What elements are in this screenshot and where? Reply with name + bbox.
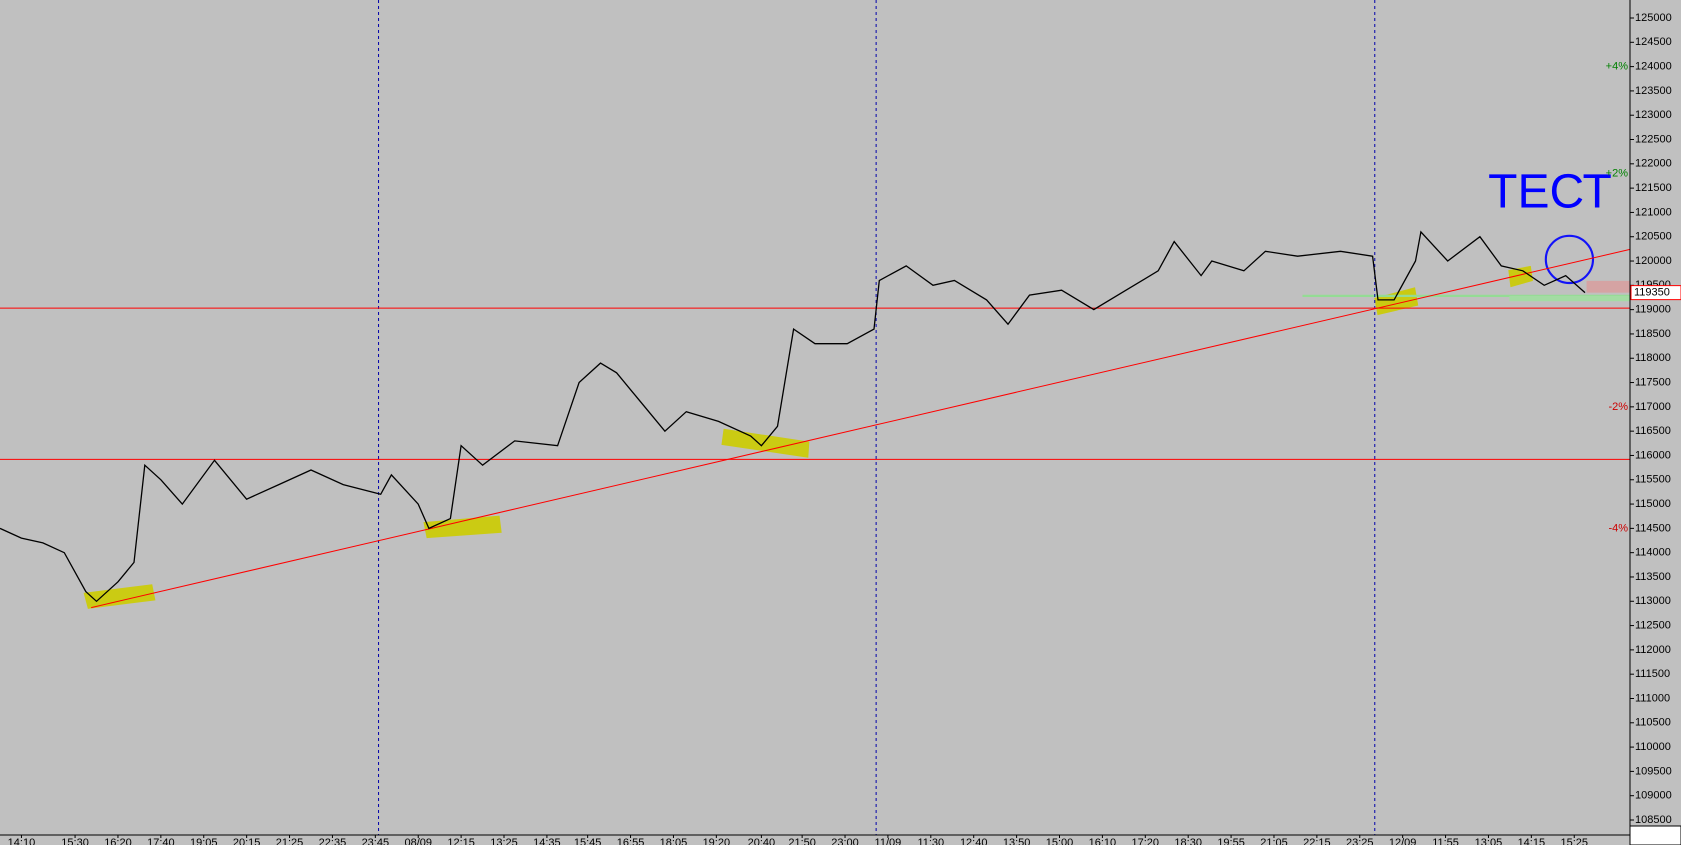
y-tick-label: 110500 <box>1635 717 1671 729</box>
highlight <box>83 584 156 609</box>
x-tick-label: 13:25 <box>490 837 518 845</box>
y-tick-label: 111500 <box>1635 668 1670 680</box>
x-tick-label: 23:45 <box>362 837 390 845</box>
hand-circle <box>1544 234 1595 285</box>
price-line <box>0 230 1586 603</box>
x-tick-label: 19:20 <box>703 837 731 845</box>
pct-label: -2% <box>1608 401 1628 413</box>
x-tick-label: 08/09 <box>404 837 432 845</box>
pct-label: -4% <box>1608 522 1628 534</box>
y-tick-label: 111000 <box>1635 692 1670 704</box>
x-tick-label: 21:25 <box>276 837 304 845</box>
x-tick-label: 20:15 <box>233 837 261 845</box>
y-tick-label: 125000 <box>1635 12 1672 24</box>
y-tick-label: 121000 <box>1635 206 1672 218</box>
x-tick-label: 15:25 <box>1560 837 1588 845</box>
x-tick-label: 21:05 <box>1260 837 1288 845</box>
y-tick-label: 112000 <box>1635 644 1671 656</box>
x-tick-label: 11:55 <box>1432 837 1459 845</box>
y-tick-label: 114500 <box>1635 522 1671 534</box>
y-tick-label: 122000 <box>1635 158 1672 170</box>
plot <box>0 0 1631 835</box>
x-tick-label: 16:55 <box>617 837 645 845</box>
last-price-label: 119350 <box>1634 287 1670 299</box>
y-tick-label: 117500 <box>1635 376 1671 388</box>
highlight <box>1508 265 1533 288</box>
x-tick-label: 16:20 <box>104 837 132 845</box>
x-tick-label: 15:30 <box>61 837 89 845</box>
x-tick-label: 12:40 <box>960 837 988 845</box>
price-zone <box>1586 280 1630 293</box>
price-zone <box>1509 295 1630 302</box>
y-tick-label: 110000 <box>1635 741 1671 753</box>
x-tick-label: 13:05 <box>1475 837 1503 845</box>
x-tick-label: 14:35 <box>533 837 561 845</box>
y-tick-label: 116500 <box>1635 425 1671 437</box>
x-tick-label: 19:55 <box>1217 837 1245 845</box>
y-tick-label: 113000 <box>1635 595 1671 607</box>
price-axis-panel <box>1630 0 1681 845</box>
y-tick-label: 117000 <box>1635 401 1671 413</box>
x-tick-label: 23:25 <box>1346 837 1374 845</box>
x-tick-label: 11/09 <box>875 837 902 845</box>
pct-label: +4% <box>1606 61 1629 73</box>
x-tick-label: 14:10 <box>8 837 36 845</box>
y-tick-label: 122500 <box>1635 133 1672 145</box>
y-tick-label: 109500 <box>1635 765 1672 777</box>
y-tick-label: 123000 <box>1635 109 1672 121</box>
y-tick-label: 115500 <box>1635 474 1671 486</box>
y-tick-label: 114000 <box>1635 547 1671 559</box>
x-tick-label: 11:30 <box>917 837 944 845</box>
y-tick-label: 123500 <box>1635 85 1672 97</box>
scroll-button[interactable] <box>1629 825 1681 845</box>
last-price-box <box>1630 285 1681 301</box>
x-tick-label: 15:00 <box>1046 837 1074 845</box>
x-tick-label: 17:40 <box>147 837 175 845</box>
x-tick-label: 17:20 <box>1132 837 1160 845</box>
x-tick-label: 18:05 <box>660 837 688 845</box>
x-tick-label: 23:00 <box>831 837 859 845</box>
x-tick-label: 20:40 <box>748 837 776 845</box>
y-tick-label: 119000 <box>1635 304 1671 316</box>
y-tick-label: 109000 <box>1635 790 1672 802</box>
x-tick-label: 15:45 <box>574 837 602 845</box>
y-tick-label: 112500 <box>1635 619 1671 631</box>
y-tick-label: 118000 <box>1635 352 1671 364</box>
x-tick-label: 19:05 <box>190 837 218 845</box>
x-tick-label: 16:10 <box>1089 837 1117 845</box>
x-tick-label: 18:30 <box>1174 837 1202 845</box>
highlight <box>721 428 810 458</box>
x-tick-label: 21:50 <box>788 837 816 845</box>
annotation: ТЕСТ <box>1488 166 1612 219</box>
y-tick-label: 120000 <box>1635 255 1672 267</box>
x-tick-label: 22:15 <box>1303 837 1331 845</box>
y-tick-label: 124000 <box>1635 61 1672 73</box>
y-tick-label: 108500 <box>1635 814 1672 826</box>
x-tick-label: 22:35 <box>319 837 347 845</box>
y-tick-label: 116000 <box>1635 449 1671 461</box>
y-tick-label: 124500 <box>1635 36 1672 48</box>
x-tick-label: 14:15 <box>1518 837 1546 845</box>
x-tick-label: 13:50 <box>1003 837 1031 845</box>
y-tick-label: 121500 <box>1635 182 1672 194</box>
y-tick-label: 113500 <box>1635 571 1671 583</box>
x-tick-label: 12/09 <box>1389 837 1417 845</box>
y-tick-label: 120500 <box>1635 231 1672 243</box>
pct-label: +2% <box>1606 167 1629 179</box>
y-tick-label: 118500 <box>1635 328 1671 340</box>
y-tick-label: 115000 <box>1635 498 1671 510</box>
x-tick-label: 12:15 <box>447 837 475 845</box>
trendline <box>91 248 1631 609</box>
